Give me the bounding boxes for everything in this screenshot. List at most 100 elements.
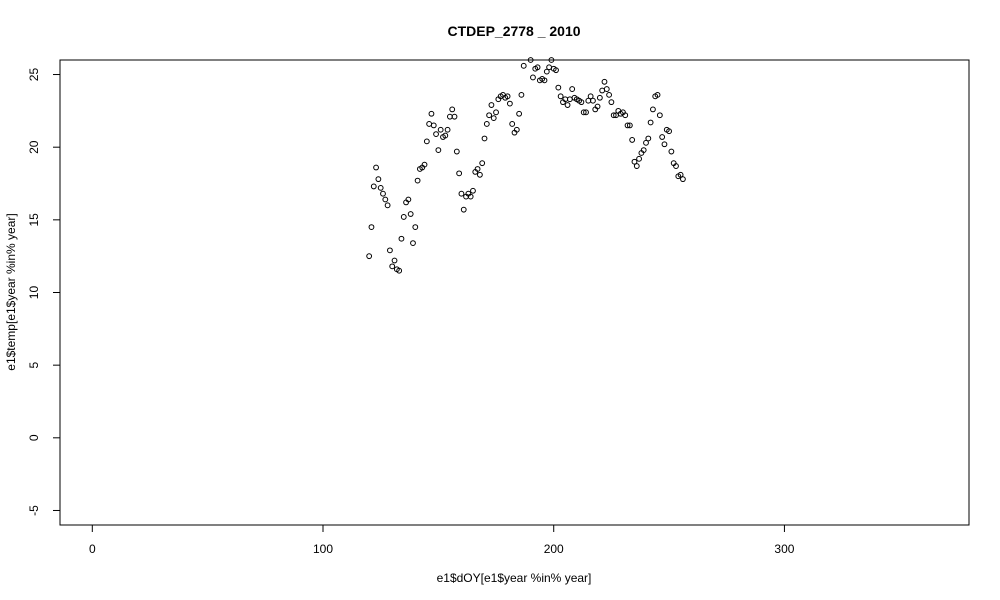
data-point <box>435 147 442 153</box>
data-point <box>587 93 594 100</box>
data-point <box>534 64 541 71</box>
data-point <box>375 176 382 183</box>
data-point <box>377 184 384 191</box>
data-point <box>661 141 668 148</box>
y-tick-label: 20 <box>27 140 41 154</box>
data-point <box>590 97 596 104</box>
y-axis: -5 0 5 10 15 20 25 <box>27 68 61 516</box>
data-point <box>596 94 603 101</box>
data-point <box>458 190 465 197</box>
data-point <box>578 99 585 106</box>
data-point <box>516 110 523 117</box>
data-point <box>456 170 463 177</box>
data-point <box>400 214 407 220</box>
data-point <box>486 112 493 119</box>
data-point <box>564 102 571 108</box>
data-point <box>659 134 666 140</box>
data-point <box>603 86 610 92</box>
data-point <box>368 224 375 231</box>
data-point <box>479 160 486 167</box>
y-tick-label: 5 <box>27 362 41 369</box>
data-point <box>410 240 416 246</box>
data-points <box>366 57 686 274</box>
data-point <box>490 115 497 122</box>
data-point <box>430 122 437 129</box>
data-point <box>481 135 488 142</box>
data-point <box>483 121 490 127</box>
data-point <box>389 263 396 270</box>
data-point <box>493 109 499 116</box>
data-point <box>373 164 379 171</box>
data-point <box>405 196 412 203</box>
data-point <box>624 122 631 129</box>
data-point <box>548 57 555 63</box>
data-point <box>647 119 654 126</box>
y-tick-label: 15 <box>27 213 41 227</box>
data-point <box>460 206 467 213</box>
y-tick-label: 25 <box>27 68 41 82</box>
data-point <box>631 158 638 165</box>
data-point <box>543 68 550 75</box>
data-point <box>650 106 656 113</box>
x-axis: 0 100 200 300 <box>89 524 795 556</box>
data-point <box>606 91 612 98</box>
x-tick-label: 200 <box>544 542 564 556</box>
data-point <box>398 235 405 242</box>
data-point <box>541 77 548 84</box>
data-point <box>414 177 421 184</box>
data-point <box>654 91 661 98</box>
data-point <box>421 161 428 168</box>
data-point <box>557 93 564 100</box>
data-point <box>444 126 451 133</box>
data-point <box>382 196 389 203</box>
data-point <box>509 121 516 127</box>
data-point <box>640 147 647 153</box>
data-point <box>608 99 615 106</box>
data-point <box>391 257 398 264</box>
data-point <box>673 163 679 169</box>
data-point <box>599 87 606 94</box>
data-point <box>633 163 640 169</box>
x-tick-label: 0 <box>89 542 96 556</box>
data-point <box>474 166 481 172</box>
data-point <box>622 112 629 119</box>
data-point <box>666 128 672 135</box>
data-point <box>428 110 435 117</box>
data-point <box>449 106 456 113</box>
data-point <box>518 91 525 98</box>
y-axis-label: e1$temp[e1$year %in% year] <box>4 213 18 370</box>
data-point <box>530 74 536 81</box>
data-point <box>629 137 636 143</box>
y-tick-label: 10 <box>27 286 41 300</box>
data-point <box>447 113 453 120</box>
data-point <box>645 135 652 142</box>
data-point <box>601 78 608 85</box>
data-point <box>380 190 386 197</box>
data-point <box>423 138 430 145</box>
data-point <box>513 126 520 133</box>
data-point <box>555 84 562 91</box>
x-tick-label: 100 <box>313 542 333 556</box>
data-point <box>433 131 439 138</box>
data-point <box>437 126 444 133</box>
data-point <box>467 193 474 200</box>
data-point <box>370 183 377 190</box>
data-point <box>396 267 403 274</box>
data-point <box>680 176 686 183</box>
data-point <box>412 224 419 231</box>
data-point <box>387 247 393 254</box>
data-point <box>610 112 617 119</box>
data-point <box>527 57 534 63</box>
data-point <box>442 132 449 139</box>
data-point <box>594 103 601 110</box>
data-point <box>569 86 576 92</box>
data-point <box>506 100 513 107</box>
data-point <box>566 96 573 103</box>
y-tick-label: 0 <box>27 434 41 441</box>
data-point <box>451 113 458 120</box>
chart-title: CTDEP_2778 _ 2010 <box>447 23 580 39</box>
data-point <box>488 102 495 108</box>
data-point <box>643 139 649 146</box>
x-tick-label: 300 <box>774 542 794 556</box>
